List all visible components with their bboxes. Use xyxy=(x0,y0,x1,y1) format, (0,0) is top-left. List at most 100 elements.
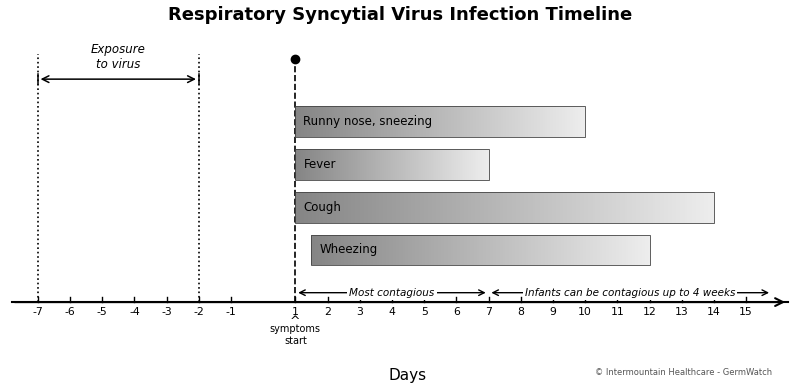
Bar xyxy=(302,107,303,137)
Bar xyxy=(413,235,414,265)
Text: Cough: Cough xyxy=(303,201,342,214)
Text: 6: 6 xyxy=(453,307,460,317)
Bar xyxy=(436,107,438,137)
Bar xyxy=(416,107,417,137)
Bar xyxy=(352,107,354,137)
Bar xyxy=(478,192,479,223)
Bar xyxy=(540,235,542,265)
Bar xyxy=(372,107,373,137)
Bar xyxy=(536,107,537,137)
Bar xyxy=(332,192,333,223)
Bar xyxy=(361,192,362,223)
Bar xyxy=(461,107,462,137)
Bar xyxy=(583,235,584,265)
Bar xyxy=(436,192,438,223)
Bar xyxy=(498,107,499,137)
Bar xyxy=(365,235,366,265)
Bar xyxy=(622,235,624,265)
Bar xyxy=(396,235,397,265)
Bar xyxy=(412,107,414,137)
Bar xyxy=(515,235,517,265)
Bar xyxy=(569,107,570,137)
Bar xyxy=(430,192,432,223)
Text: -2: -2 xyxy=(194,307,204,317)
Bar xyxy=(687,192,689,223)
Bar xyxy=(531,107,532,137)
Bar xyxy=(452,235,454,265)
Bar xyxy=(484,192,485,223)
Bar xyxy=(464,107,466,137)
Bar xyxy=(440,107,442,137)
Bar xyxy=(555,107,556,137)
Bar xyxy=(418,107,419,137)
Bar xyxy=(474,107,475,137)
Bar xyxy=(456,235,457,265)
Bar xyxy=(517,107,518,137)
Bar xyxy=(645,235,646,265)
Bar xyxy=(419,192,421,223)
Bar xyxy=(538,192,539,223)
Bar xyxy=(508,107,509,137)
Bar xyxy=(357,235,358,265)
Bar xyxy=(472,107,473,137)
Bar xyxy=(433,235,434,265)
Bar xyxy=(674,192,675,223)
Bar xyxy=(449,235,450,265)
Bar xyxy=(471,107,472,137)
Bar xyxy=(636,235,637,265)
Bar xyxy=(470,192,471,223)
Bar xyxy=(542,235,544,265)
Bar xyxy=(417,192,418,223)
Bar xyxy=(406,107,407,137)
Bar xyxy=(492,235,493,265)
Bar xyxy=(412,235,413,265)
Bar xyxy=(421,235,422,265)
Bar xyxy=(451,107,452,137)
Bar xyxy=(326,192,327,223)
Bar xyxy=(399,235,401,265)
Bar xyxy=(312,192,314,223)
Bar xyxy=(395,235,396,265)
Bar xyxy=(481,192,482,223)
Bar xyxy=(325,235,326,265)
Bar xyxy=(335,235,336,265)
Bar xyxy=(397,107,398,137)
Bar xyxy=(597,235,598,265)
Bar xyxy=(298,192,299,223)
Bar xyxy=(396,107,397,137)
Bar xyxy=(545,107,546,137)
Bar xyxy=(316,107,317,137)
Bar xyxy=(578,107,579,137)
Bar xyxy=(534,107,535,137)
Bar xyxy=(550,235,551,265)
Bar xyxy=(526,192,527,223)
Bar xyxy=(494,192,495,223)
Bar xyxy=(482,192,484,223)
Bar xyxy=(327,192,329,223)
Bar xyxy=(480,107,481,137)
Bar xyxy=(490,107,491,137)
Bar xyxy=(438,192,439,223)
Text: 15: 15 xyxy=(739,307,753,317)
Bar xyxy=(423,235,424,265)
Bar xyxy=(417,107,418,137)
Bar xyxy=(350,192,351,223)
Bar xyxy=(561,235,562,265)
Bar xyxy=(430,107,431,137)
Bar xyxy=(325,192,326,223)
Bar xyxy=(338,235,340,265)
Bar xyxy=(473,235,474,265)
Bar xyxy=(501,107,502,137)
Bar xyxy=(565,107,566,137)
Bar xyxy=(321,192,322,223)
Bar xyxy=(548,235,550,265)
Bar xyxy=(443,235,445,265)
Text: 5: 5 xyxy=(421,307,427,317)
Bar xyxy=(592,235,593,265)
Bar xyxy=(467,107,468,137)
Bar xyxy=(700,192,702,223)
Bar xyxy=(629,192,630,223)
Bar xyxy=(382,235,383,265)
Bar xyxy=(371,235,372,265)
Bar xyxy=(488,235,490,265)
